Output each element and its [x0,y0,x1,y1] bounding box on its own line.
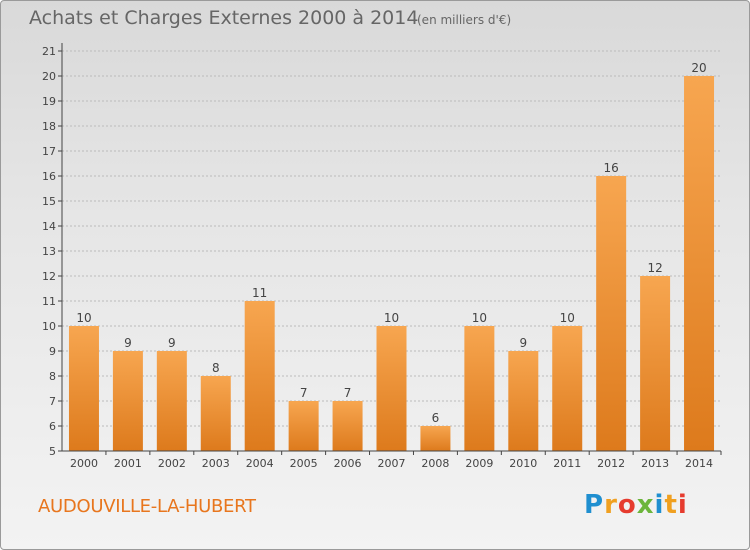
logo-letter: x [636,490,655,520]
x-tick-label: 2005 [290,457,318,470]
bar-2005 [288,401,319,451]
logo-letter: P [584,490,605,520]
x-tick-label: 2004 [246,457,274,470]
bar-2004 [244,301,275,451]
y-tick-label: 5 [49,445,56,458]
bar-value-label: 7 [300,386,308,400]
x-tick-label: 2000 [70,457,98,470]
logo-letter: t [664,490,678,520]
bar-value-label: 20 [691,61,706,75]
y-tick-label: 8 [49,370,56,383]
bar-2010 [508,351,539,451]
bar-value-label: 16 [604,161,619,175]
bar-value-label: 10 [384,311,399,325]
bar-2012 [596,176,627,451]
bar-2006 [332,401,363,451]
y-tick-label: 15 [42,195,56,208]
bar-value-label: 9 [519,336,527,350]
bar-value-label: 12 [647,261,662,275]
y-tick-label: 7 [49,395,56,408]
logo-letter: i [677,490,688,520]
x-tick-label: 2002 [158,457,186,470]
bar-value-label: 10 [472,311,487,325]
logo-letter: r [604,490,618,520]
y-tick-label: 9 [49,345,56,358]
x-tick-label: 2010 [509,457,537,470]
bars: 10 9 9 8 11 7 7 10 6 10 9 10 16 12 20 [68,61,715,451]
logo-letter: o [617,490,637,520]
y-tick-label: 19 [42,95,56,108]
bar-2001 [112,351,143,451]
bar-value-label: 9 [168,336,176,350]
bar-2008 [420,426,451,451]
x-tick-label: 2012 [597,457,625,470]
bar-value-label: 7 [344,386,352,400]
x-tick-label: 2011 [553,457,581,470]
bar-value-label: 9 [124,336,132,350]
y-tick-label: 10 [42,320,56,333]
chart-title: Achats et Charges Externes 2000 à 2014 [29,7,419,29]
y-tick-label: 21 [42,45,56,58]
axes: 5 6 7 8 9 10 11 12 13 14 15 16 17 18 19 20 21 2000 2001 200… [42,43,722,470]
y-tick-label: 18 [42,120,56,133]
bar-2002 [156,351,187,451]
bar-2013 [640,276,671,451]
x-tick-label: 2008 [421,457,449,470]
bar-value-label: 10 [76,311,91,325]
logo-letter: i [654,490,665,520]
bar-2009 [464,326,495,451]
y-tick-label: 6 [49,420,56,433]
proxiti-logo[interactable]: Proxiti [584,490,688,520]
x-tick-label: 2009 [465,457,493,470]
x-tick-label: 2001 [114,457,142,470]
bar-value-label: 6 [432,411,440,425]
bar-2000 [68,326,99,451]
y-tick-label: 20 [42,70,56,83]
bar-value-label: 10 [560,311,575,325]
bar-2014 [684,76,715,451]
bar-2007 [376,326,407,451]
y-tick-label: 16 [42,170,56,183]
x-tick-label: 2006 [334,457,362,470]
bar-value-label: 11 [252,286,267,300]
y-tick-label: 17 [42,145,56,158]
x-tick-label: 2014 [685,457,713,470]
chart-unit: (en milliers d'€) [417,13,512,27]
bar-2011 [552,326,583,451]
bar-value-label: 8 [212,361,220,375]
commune-name: AUDOUVILLE-LA-HUBERT [38,496,256,517]
y-tick-label: 14 [42,220,56,233]
y-tick-label: 12 [42,270,56,283]
y-tick-label: 11 [42,295,56,308]
bar-2003 [200,376,231,451]
y-tick-label: 13 [42,245,56,258]
x-tick-label: 2003 [202,457,230,470]
x-tick-label: 2013 [641,457,669,470]
x-tick-label: 2007 [378,457,406,470]
